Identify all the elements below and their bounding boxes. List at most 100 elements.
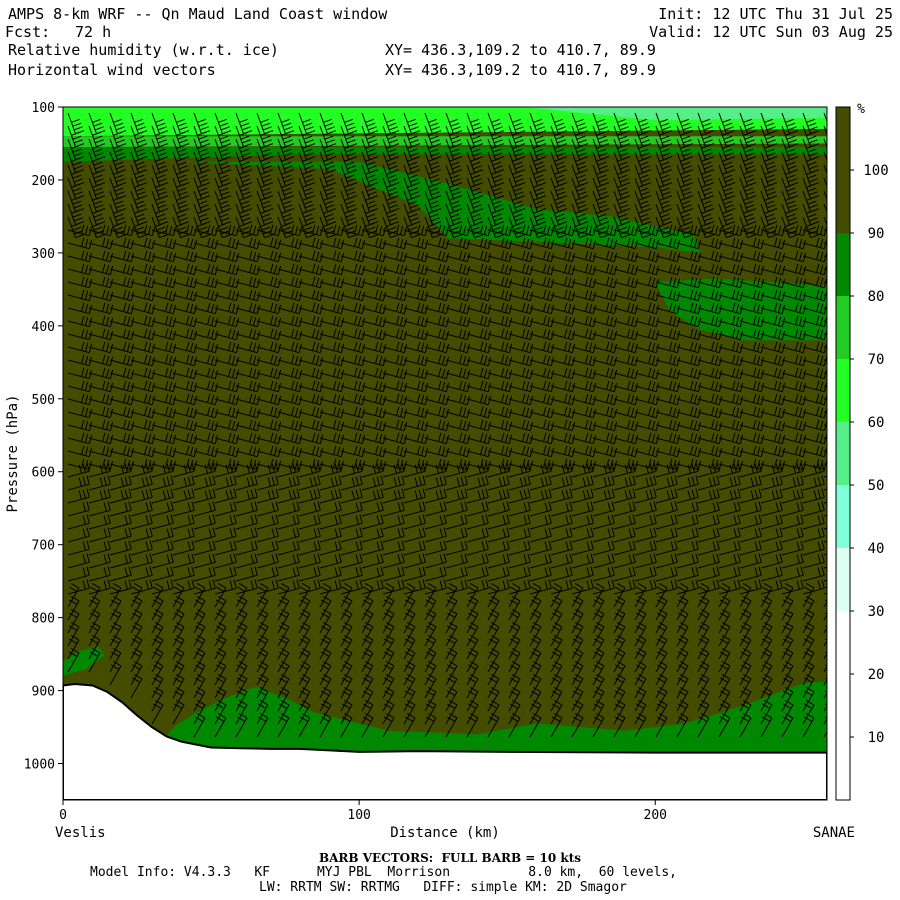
wind-barb bbox=[466, 458, 492, 471]
wind-barb bbox=[571, 328, 597, 341]
wind-barb bbox=[151, 367, 177, 380]
wind-barb bbox=[382, 380, 408, 393]
wind-barb bbox=[214, 380, 240, 393]
wind-barb bbox=[529, 445, 555, 458]
wind-barb bbox=[802, 393, 827, 406]
wind-barb bbox=[613, 393, 639, 406]
wind-barb bbox=[88, 445, 114, 458]
wind-barb bbox=[193, 289, 219, 302]
wind-barb bbox=[382, 289, 408, 302]
wind-barb bbox=[319, 419, 345, 432]
wind-barb bbox=[298, 354, 324, 367]
wind-barb bbox=[550, 514, 573, 530]
wind-barb bbox=[403, 367, 429, 380]
wind-barb bbox=[508, 367, 534, 380]
colorbar-label: 30 bbox=[868, 604, 885, 620]
wind-barb bbox=[781, 289, 807, 302]
wind-barb bbox=[613, 458, 639, 471]
wind-barb bbox=[67, 237, 93, 250]
wind-barb bbox=[256, 462, 279, 478]
wind-barb bbox=[298, 250, 324, 263]
wind-barb bbox=[739, 514, 762, 530]
wind-barb bbox=[781, 315, 807, 328]
wind-barb bbox=[172, 367, 198, 380]
wind-barb bbox=[718, 328, 744, 341]
wind-barb bbox=[718, 406, 744, 419]
wind-barb bbox=[445, 276, 471, 289]
wind-barb bbox=[193, 579, 216, 595]
wind-barb bbox=[760, 289, 786, 302]
wind-barb bbox=[655, 341, 681, 354]
wind-barb bbox=[361, 250, 387, 263]
wind-barb bbox=[697, 488, 720, 504]
wind-barb bbox=[592, 445, 618, 458]
wind-barb bbox=[802, 445, 827, 458]
wind-barb bbox=[802, 276, 827, 289]
wind-barb bbox=[613, 566, 636, 582]
forecast-hour: 72 h bbox=[75, 23, 112, 41]
wind-barb bbox=[319, 367, 345, 380]
wind-barb bbox=[508, 501, 531, 517]
wind-barb bbox=[340, 712, 353, 738]
wind-barb bbox=[424, 237, 450, 250]
wind-barb bbox=[655, 224, 681, 237]
wind-barb bbox=[67, 289, 93, 302]
wind-barb bbox=[235, 514, 258, 530]
wind-barb bbox=[298, 341, 324, 354]
wind-barb bbox=[676, 445, 702, 458]
colorbar-label: 50 bbox=[868, 478, 885, 494]
wind-barb bbox=[382, 263, 408, 276]
wind-barb bbox=[445, 315, 471, 328]
wind-barb bbox=[487, 540, 510, 556]
wind-barb bbox=[88, 406, 114, 419]
colorbar-segment bbox=[836, 107, 850, 170]
wind-barb bbox=[445, 458, 471, 471]
wind-barb bbox=[235, 328, 261, 341]
wind-barb bbox=[340, 445, 366, 458]
wind-barb bbox=[172, 527, 195, 543]
wind-barb bbox=[235, 488, 258, 504]
wind-barb bbox=[361, 579, 384, 595]
wind-barb bbox=[466, 302, 492, 315]
wind-barb bbox=[550, 354, 576, 367]
wind-barb bbox=[697, 276, 723, 289]
wind-barb bbox=[445, 553, 468, 569]
wind-barb bbox=[130, 475, 153, 491]
wind-barb bbox=[487, 419, 513, 432]
wind-barb bbox=[634, 579, 657, 595]
colorbar-label: 60 bbox=[868, 415, 885, 431]
wind-barb bbox=[718, 712, 731, 738]
wind-barb bbox=[466, 367, 492, 380]
colorbar-label: 80 bbox=[868, 289, 885, 305]
wind-barb bbox=[403, 445, 429, 458]
wind-barb bbox=[781, 501, 804, 517]
wind-barb bbox=[676, 276, 702, 289]
rh-region-1 bbox=[63, 136, 827, 148]
wind-barb bbox=[571, 250, 597, 263]
wind-barb bbox=[256, 527, 279, 543]
wind-barb bbox=[172, 579, 195, 595]
wind-barb bbox=[550, 475, 573, 491]
wind-barb bbox=[739, 354, 765, 367]
wind-barb bbox=[235, 712, 248, 738]
wind-barb bbox=[403, 475, 426, 491]
wind-barb bbox=[529, 419, 555, 432]
wind-barb bbox=[67, 419, 93, 432]
wind-barb bbox=[130, 514, 153, 530]
wind-barb bbox=[655, 302, 681, 315]
wind-barb bbox=[361, 263, 387, 276]
wind-barb bbox=[235, 553, 258, 569]
wind-barb bbox=[277, 553, 300, 569]
wind-barb bbox=[760, 527, 783, 543]
wind-barb bbox=[214, 475, 237, 491]
wind-barb bbox=[67, 458, 93, 471]
wind-barb bbox=[445, 406, 471, 419]
wind-barb bbox=[193, 419, 219, 432]
wind-barb bbox=[760, 328, 786, 341]
wind-barb bbox=[424, 527, 447, 543]
wind-barb bbox=[676, 527, 699, 543]
wind-barb bbox=[361, 458, 387, 471]
wind-barb bbox=[571, 566, 594, 582]
wind-barb bbox=[445, 579, 468, 595]
wind-barb bbox=[487, 527, 510, 543]
